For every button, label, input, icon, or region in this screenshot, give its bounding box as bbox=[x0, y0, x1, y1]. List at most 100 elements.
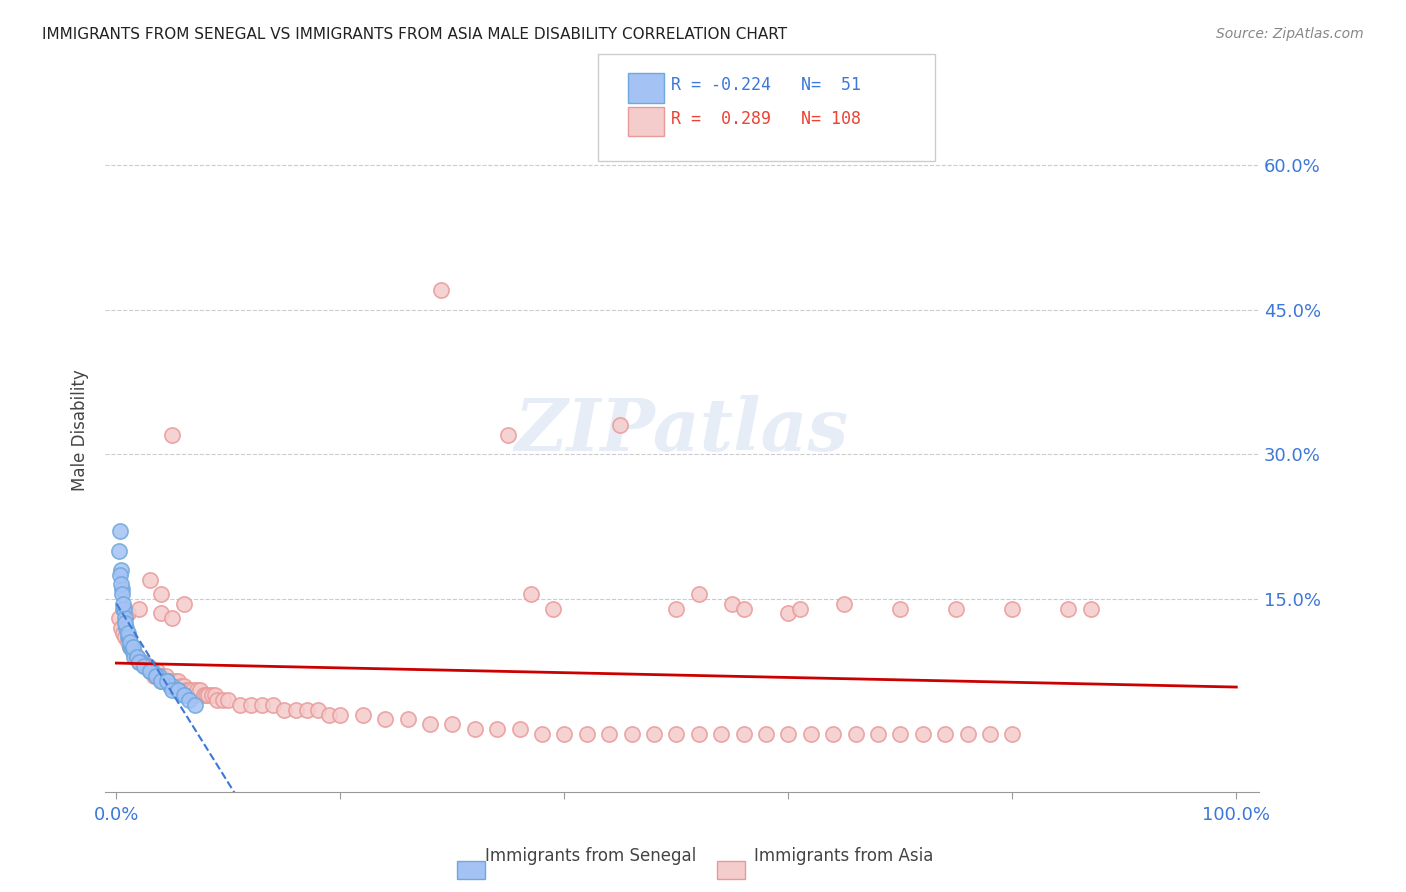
Point bbox=[184, 698, 207, 712]
Point bbox=[789, 601, 811, 615]
Point bbox=[156, 673, 179, 688]
Point bbox=[110, 621, 132, 635]
Point bbox=[121, 640, 143, 654]
Point bbox=[778, 727, 800, 741]
Text: R =  0.289   N= 108: R = 0.289 N= 108 bbox=[671, 110, 860, 128]
Point bbox=[107, 611, 129, 625]
Text: Immigrants from Senegal: Immigrants from Senegal bbox=[485, 847, 696, 865]
Point bbox=[150, 607, 173, 621]
Point bbox=[112, 601, 135, 615]
Point bbox=[721, 597, 744, 611]
Point bbox=[117, 607, 139, 621]
Point bbox=[228, 698, 250, 712]
Point bbox=[179, 683, 201, 698]
Point bbox=[125, 649, 148, 664]
Point bbox=[204, 688, 226, 702]
Point bbox=[284, 703, 307, 717]
Point bbox=[733, 727, 755, 741]
Point bbox=[145, 669, 167, 683]
Point bbox=[509, 722, 531, 736]
Point bbox=[111, 587, 134, 601]
Point bbox=[352, 707, 374, 722]
Point bbox=[122, 645, 145, 659]
Point bbox=[134, 659, 156, 673]
Point bbox=[979, 727, 1001, 741]
Point bbox=[553, 727, 575, 741]
Point bbox=[464, 722, 486, 736]
Point bbox=[117, 635, 139, 649]
Point bbox=[152, 673, 174, 688]
Point bbox=[118, 640, 141, 654]
Point bbox=[114, 611, 136, 625]
Point bbox=[150, 673, 173, 688]
Point bbox=[114, 615, 136, 630]
Point bbox=[190, 683, 212, 698]
Point bbox=[956, 727, 979, 741]
Text: ZIPatlas: ZIPatlas bbox=[515, 394, 849, 466]
Point bbox=[307, 703, 329, 717]
Point bbox=[167, 683, 190, 698]
Point bbox=[150, 669, 173, 683]
Point bbox=[800, 727, 823, 741]
Point bbox=[173, 688, 195, 702]
Point bbox=[541, 601, 564, 615]
Point bbox=[374, 713, 396, 727]
Point bbox=[129, 655, 152, 669]
Point bbox=[173, 597, 195, 611]
Point bbox=[162, 679, 184, 693]
Point bbox=[1001, 727, 1024, 741]
Point bbox=[733, 601, 755, 615]
Point bbox=[945, 601, 967, 615]
Point bbox=[136, 659, 159, 673]
Point bbox=[184, 688, 207, 702]
Point bbox=[181, 683, 204, 698]
Point bbox=[665, 727, 688, 741]
Point bbox=[844, 727, 866, 741]
Point bbox=[889, 601, 911, 615]
Point bbox=[755, 727, 778, 741]
Point bbox=[688, 587, 710, 601]
Point bbox=[167, 673, 190, 688]
Point bbox=[598, 727, 620, 741]
Point bbox=[396, 713, 419, 727]
Point bbox=[665, 601, 688, 615]
Point bbox=[520, 587, 543, 601]
Point bbox=[125, 649, 148, 664]
Point bbox=[162, 679, 184, 693]
Point bbox=[217, 693, 239, 707]
Point bbox=[329, 707, 352, 722]
Point bbox=[128, 655, 150, 669]
Point bbox=[156, 673, 179, 688]
Point bbox=[110, 563, 132, 577]
Point bbox=[1080, 601, 1102, 615]
Point bbox=[530, 727, 553, 741]
Point bbox=[1057, 601, 1080, 615]
Point bbox=[866, 727, 889, 741]
Point bbox=[148, 669, 170, 683]
Text: R = -0.224   N=  51: R = -0.224 N= 51 bbox=[671, 76, 860, 94]
Point bbox=[173, 679, 195, 693]
Point bbox=[1001, 601, 1024, 615]
Point bbox=[167, 683, 190, 698]
Point bbox=[250, 698, 273, 712]
Point bbox=[128, 655, 150, 669]
Point bbox=[170, 679, 193, 693]
Point bbox=[159, 679, 181, 693]
Point bbox=[132, 655, 155, 669]
Point bbox=[575, 727, 598, 741]
Point bbox=[197, 688, 219, 702]
Point bbox=[156, 673, 179, 688]
Point bbox=[108, 567, 131, 582]
Point bbox=[419, 717, 441, 731]
Text: IMMIGRANTS FROM SENEGAL VS IMMIGRANTS FROM ASIA MALE DISABILITY CORRELATION CHAR: IMMIGRANTS FROM SENEGAL VS IMMIGRANTS FR… bbox=[42, 27, 787, 42]
Point bbox=[143, 669, 166, 683]
Point bbox=[834, 597, 856, 611]
Point bbox=[148, 669, 170, 683]
Point bbox=[150, 587, 173, 601]
Point bbox=[934, 727, 956, 741]
Point bbox=[889, 727, 911, 741]
Point bbox=[173, 688, 195, 702]
Point bbox=[117, 625, 139, 640]
Text: Immigrants from Asia: Immigrants from Asia bbox=[754, 847, 934, 865]
Point bbox=[609, 418, 631, 433]
